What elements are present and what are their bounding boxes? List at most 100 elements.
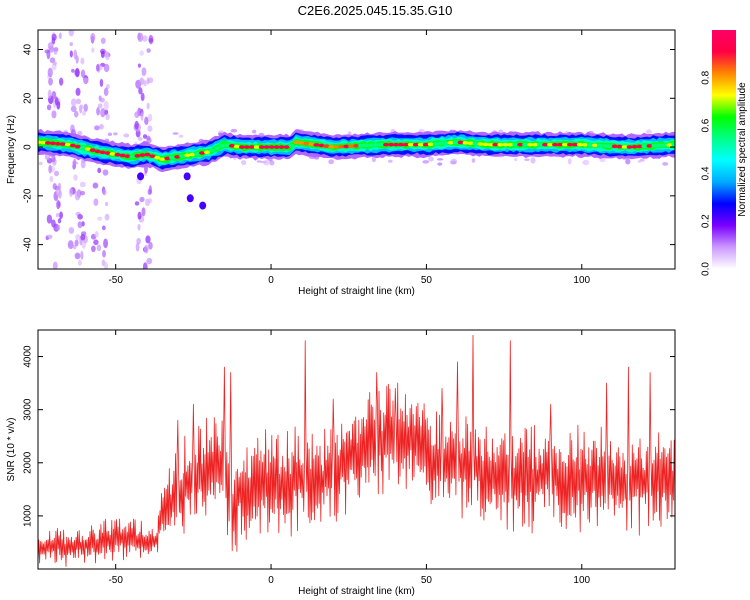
x-tick-label: 100 — [573, 575, 590, 586]
ridge-core — [512, 142, 519, 147]
x-tick-label: 0 — [268, 275, 274, 286]
noise-speck — [142, 134, 148, 139]
noise-speck — [113, 132, 118, 136]
ridge-core — [472, 141, 479, 146]
noise-speck — [38, 161, 43, 166]
ridge-core — [134, 154, 141, 158]
plot-frame — [37, 329, 676, 570]
noise-speck — [73, 110, 79, 118]
ridge-core — [542, 142, 549, 147]
noise-speck — [102, 250, 106, 258]
ridge-core — [313, 143, 320, 147]
ridge-core — [139, 153, 146, 157]
plot-frame — [37, 29, 676, 270]
ridge-core — [557, 142, 564, 147]
ridge-core — [124, 154, 131, 159]
noise-speck — [51, 33, 57, 41]
noise-speck — [103, 87, 109, 97]
ridge-core — [104, 151, 111, 155]
ridge-core — [457, 140, 464, 145]
noise-speck — [51, 110, 57, 119]
noise-speck — [52, 261, 58, 269]
noise-speck — [97, 216, 103, 221]
ridge-core — [44, 141, 51, 145]
ridge-core — [258, 145, 265, 149]
noise-speck — [51, 91, 57, 100]
ridge-core — [59, 142, 66, 146]
ridge-core — [571, 142, 578, 147]
noise-speck — [104, 213, 110, 221]
noise-speck — [645, 129, 652, 134]
snr-line — [38, 334, 675, 567]
colorbar: 0.0 0.2 0.4 0.6 0.8 Normalized spectral ampli… — [701, 30, 748, 276]
ridge-core — [179, 154, 186, 158]
noise-speck — [422, 160, 430, 164]
colorbar-tick-label: 0.0 — [701, 262, 712, 276]
y-tick-label: 1000 — [23, 504, 34, 527]
noise-speck — [625, 158, 631, 165]
noise-speck — [145, 198, 151, 207]
noise-speck — [371, 156, 377, 163]
ridge-core — [298, 141, 305, 145]
ridge-core — [591, 143, 598, 148]
noise-speck — [95, 64, 100, 72]
noise-speck — [146, 257, 153, 265]
ridge-core — [422, 142, 429, 147]
x-axis-label: Height of straight line (km) — [298, 586, 415, 597]
colorbar-tick-label: 0.2 — [701, 214, 712, 228]
ridge-core — [392, 142, 399, 147]
noise-speck — [58, 32, 62, 40]
spectrogram-plot: -50 0 50 100 -40 -20 0 20 40 Height of straight l… — [6, 29, 676, 297]
noise-speck — [47, 67, 53, 78]
noise-speck — [146, 77, 150, 85]
ridge-core — [228, 143, 235, 148]
noise-speck — [75, 234, 81, 240]
noise-speck — [147, 125, 153, 132]
ridge-core — [487, 142, 494, 147]
noise-speck — [70, 98, 77, 107]
ridge-core — [283, 145, 290, 149]
noise-speck — [91, 245, 96, 253]
noise-speck — [51, 219, 56, 228]
colorbar-label: Normalized spectral amplitude — [737, 82, 748, 217]
ridge-core — [656, 143, 663, 148]
noise-speck — [251, 129, 257, 134]
noise-speck — [437, 162, 443, 166]
ridge-core — [328, 145, 335, 149]
noise-speck — [97, 167, 102, 174]
y-axis-label: SNR (10 * v/v) — [6, 418, 17, 482]
noise-speck — [75, 98, 82, 105]
noise-speck — [92, 182, 99, 189]
ridge-core — [238, 145, 245, 149]
ridge-core — [502, 142, 509, 147]
ridge-core — [552, 142, 559, 147]
noise-speck — [72, 244, 77, 250]
ridge-core — [99, 150, 106, 155]
ridge-core — [646, 144, 653, 148]
noise-speck — [80, 250, 84, 260]
ridge-core — [174, 155, 181, 159]
ridge-core — [74, 144, 81, 149]
noise-speck — [58, 189, 62, 199]
ridge-core — [54, 141, 61, 146]
y-tick-label: 20 — [23, 92, 34, 104]
noise-speck — [102, 189, 107, 196]
noise-speck — [104, 201, 109, 207]
noise-speck — [137, 223, 141, 231]
y-tick-label: 4000 — [23, 345, 34, 368]
noise-speck — [148, 38, 154, 43]
y-tick-label: 40 — [23, 44, 34, 56]
noise-speck — [82, 110, 86, 116]
noise-speck — [104, 262, 109, 269]
ridge-core — [497, 142, 504, 147]
noise-speck — [140, 92, 145, 102]
noise-speck — [137, 32, 144, 43]
ridge-core — [522, 142, 529, 147]
noise-speck — [44, 49, 50, 54]
ridge-core — [621, 145, 628, 149]
ridge-core — [447, 140, 454, 145]
noise-speck — [96, 244, 102, 252]
x-tick-label: 0 — [268, 575, 274, 586]
noise-speck — [256, 160, 262, 163]
